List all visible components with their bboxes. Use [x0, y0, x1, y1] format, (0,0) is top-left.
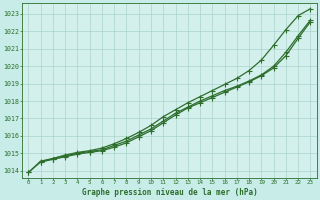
X-axis label: Graphe pression niveau de la mer (hPa): Graphe pression niveau de la mer (hPa) — [82, 188, 257, 197]
